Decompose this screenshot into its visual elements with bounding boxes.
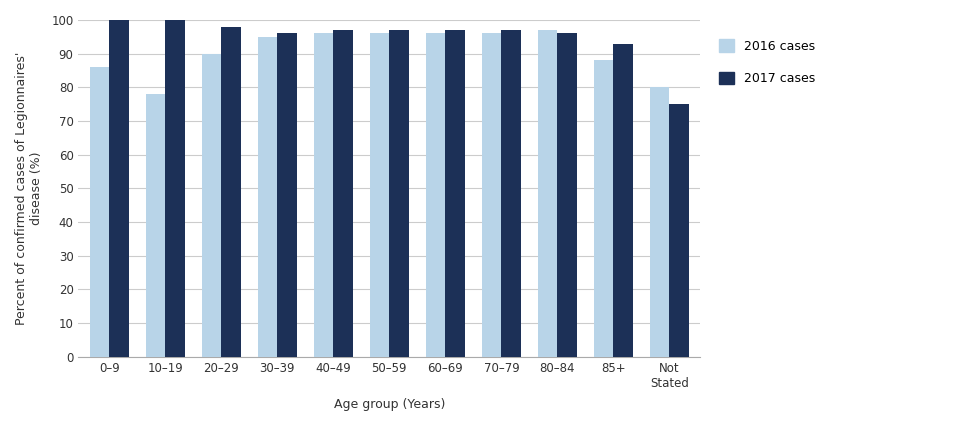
Bar [314, 34, 333, 357]
Bar [502, 30, 521, 357]
Bar [538, 30, 558, 357]
Bar [613, 43, 633, 357]
Bar [669, 104, 689, 357]
Legend: 2016 cases, 2017 cases: 2016 cases, 2017 cases [712, 33, 821, 92]
Bar [333, 30, 353, 357]
Bar [594, 60, 613, 357]
Bar [89, 67, 109, 357]
Bar [482, 34, 502, 357]
Bar [650, 87, 669, 357]
Bar [389, 30, 409, 357]
Bar [202, 54, 221, 357]
Bar [166, 20, 185, 357]
Bar [425, 34, 445, 357]
Y-axis label: Percent of confirmed cases of Legionnaires'
disease (%): Percent of confirmed cases of Legionnair… [15, 52, 43, 325]
Bar [146, 94, 166, 357]
Bar [109, 20, 128, 357]
Bar [445, 30, 465, 357]
Bar [558, 34, 577, 357]
Bar [277, 34, 297, 357]
Bar [258, 37, 277, 357]
X-axis label: Age group (Years): Age group (Years) [333, 398, 445, 411]
Bar [221, 27, 241, 357]
Bar [369, 34, 389, 357]
